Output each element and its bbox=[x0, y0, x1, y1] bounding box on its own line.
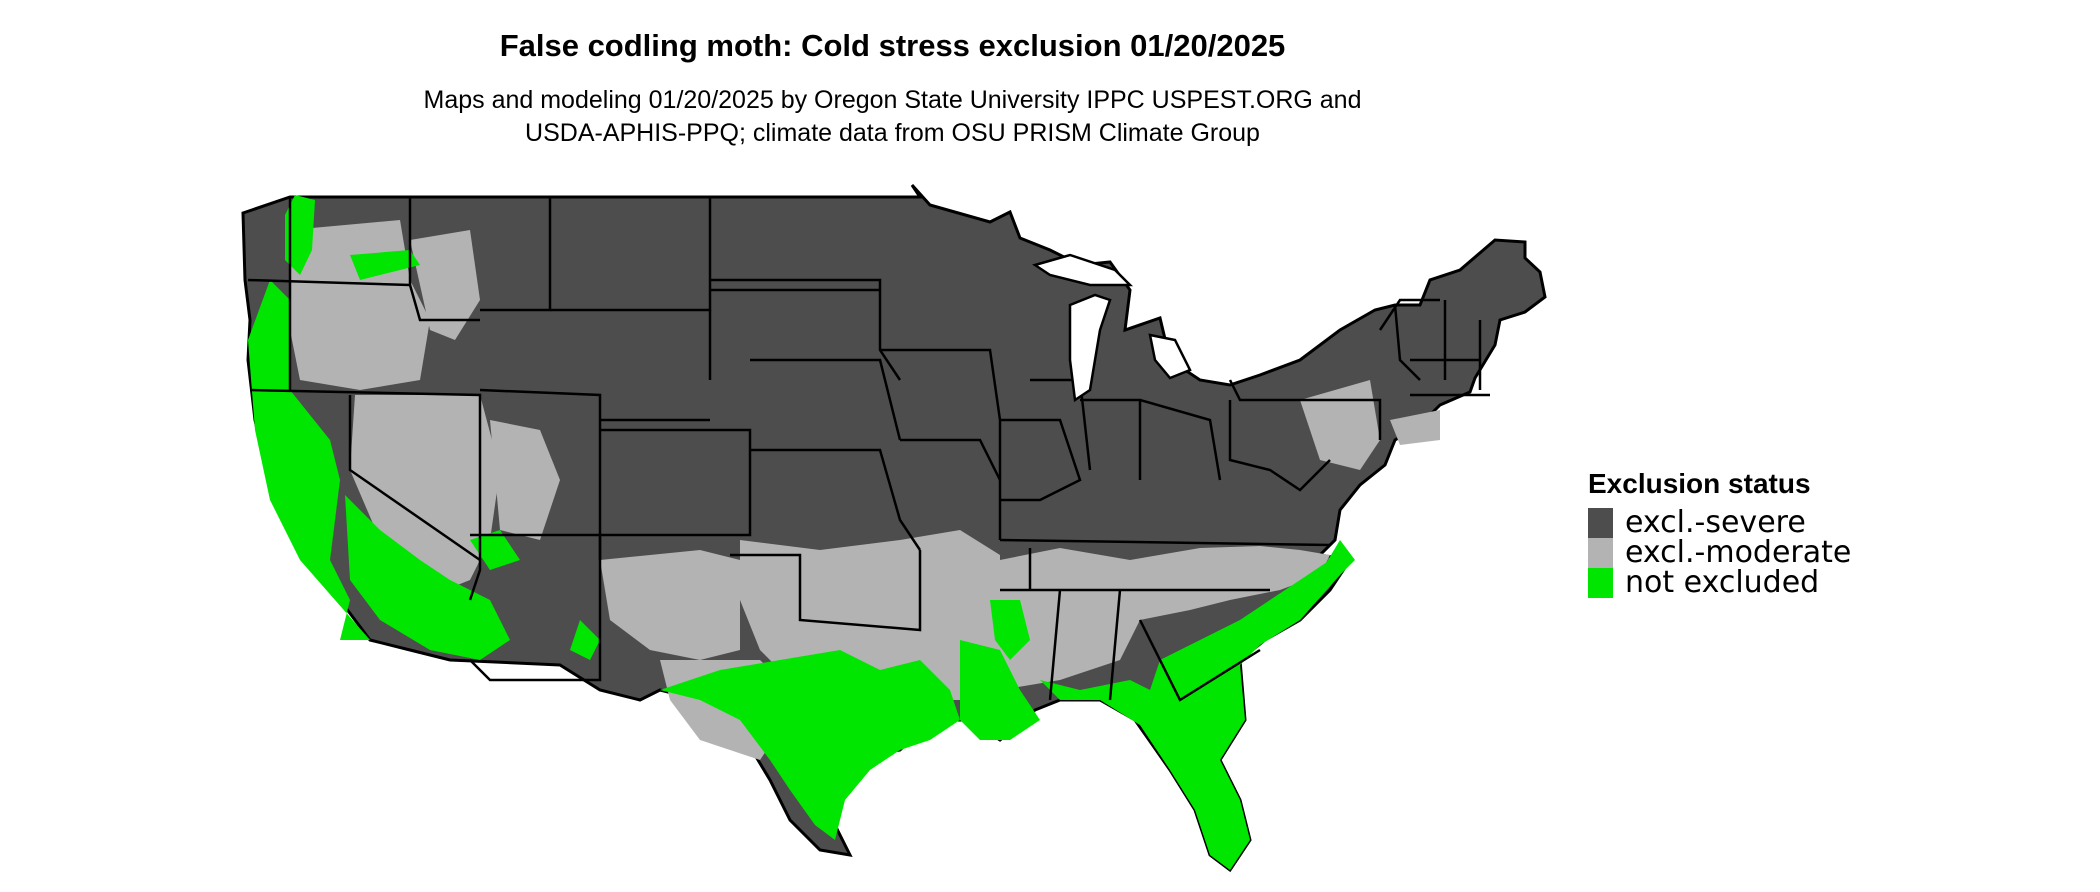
legend-label-moderate: excl.-moderate bbox=[1625, 535, 1852, 570]
not-excluded-regions bbox=[248, 195, 1355, 870]
map-subtitle: Maps and modeling 01/20/2025 by Oregon S… bbox=[0, 84, 1785, 150]
legend-item-moderate: excl.-moderate bbox=[1588, 538, 1851, 568]
subtitle-line-1: Maps and modeling 01/20/2025 by Oregon S… bbox=[423, 86, 1362, 114]
legend-label-severe: excl.-severe bbox=[1625, 505, 1806, 540]
legend-label-not-excluded: not excluded bbox=[1625, 565, 1820, 600]
legend-swatch-moderate bbox=[1588, 538, 1613, 568]
legend-item-not-excluded: not excluded bbox=[1588, 568, 1851, 598]
legend-swatch-not-excluded bbox=[1588, 568, 1613, 598]
legend: Exclusion status excl.-severe excl.-mode… bbox=[1588, 468, 1851, 598]
legend-item-severe: excl.-severe bbox=[1588, 508, 1851, 538]
map-title: False codling moth: Cold stress exclusio… bbox=[499, 28, 1286, 63]
subtitle-line-2: USDA-APHIS-PPQ; climate data from OSU PR… bbox=[525, 119, 1260, 147]
great-lakes bbox=[1032, 253, 1192, 403]
legend-swatch-severe bbox=[1588, 508, 1613, 538]
state-borders bbox=[247, 197, 1490, 702]
legend-title: Exclusion status bbox=[1588, 468, 1811, 499]
